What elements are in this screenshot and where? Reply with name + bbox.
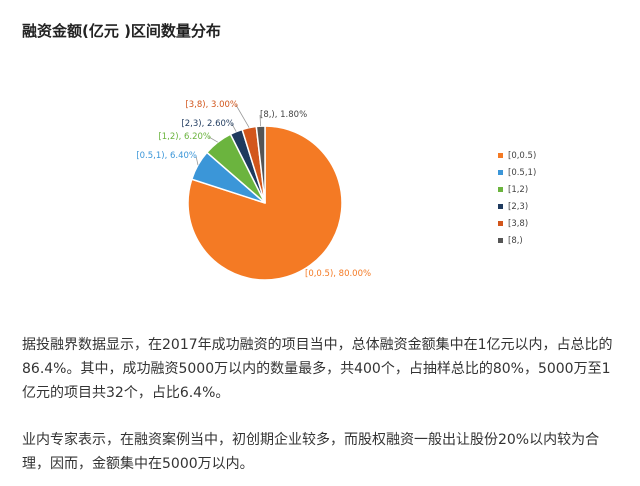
- data-label: [0,0.5), 80.00%: [305, 269, 371, 279]
- legend-swatch: [498, 238, 503, 243]
- legend-label: [1,2): [508, 185, 528, 195]
- chart-title: 融资金额(亿元 )区间数量分布: [22, 22, 221, 40]
- data-label: [8,), 1.80%: [260, 110, 307, 120]
- legend-label: [2,3): [508, 202, 528, 212]
- data-label: [1,2), 6.20%: [158, 132, 211, 142]
- paragraph-1: 据投融界数据显示，在2017年成功融资的项目当中，总体融资金额集中在1亿元以内，…: [22, 337, 613, 401]
- leader-line: [231, 123, 237, 132]
- legend-swatch: [498, 170, 503, 175]
- legend-swatch: [498, 204, 503, 209]
- legend-label: [3,8): [508, 219, 528, 229]
- paragraph-2: 业内专家表示，在融资案例当中，初创期企业较多，而股权融资一般出让股份20%以内较…: [22, 432, 600, 472]
- data-label: [0.5,1), 6.40%: [136, 151, 197, 161]
- legend-swatch: [498, 153, 503, 158]
- legend-label: [0.5,1): [508, 168, 536, 178]
- leader-line: [208, 136, 219, 143]
- legend-label: [0,0.5): [508, 151, 536, 161]
- legend-label: [8,): [508, 236, 523, 246]
- leader-line: [195, 155, 199, 166]
- pie-slice: [255, 125, 266, 204]
- leader-line: [235, 104, 250, 128]
- data-label: [2,3), 2.60%: [181, 119, 234, 129]
- legend-swatch: [498, 187, 503, 192]
- pie-chart: [0,0.5), 80.00% [0.5,1), 6.40% [1,2), 6.20…: [136, 100, 536, 281]
- leader-line: [259, 114, 261, 127]
- data-label: [3,8), 3.00%: [185, 100, 238, 110]
- legend-swatch: [498, 221, 503, 226]
